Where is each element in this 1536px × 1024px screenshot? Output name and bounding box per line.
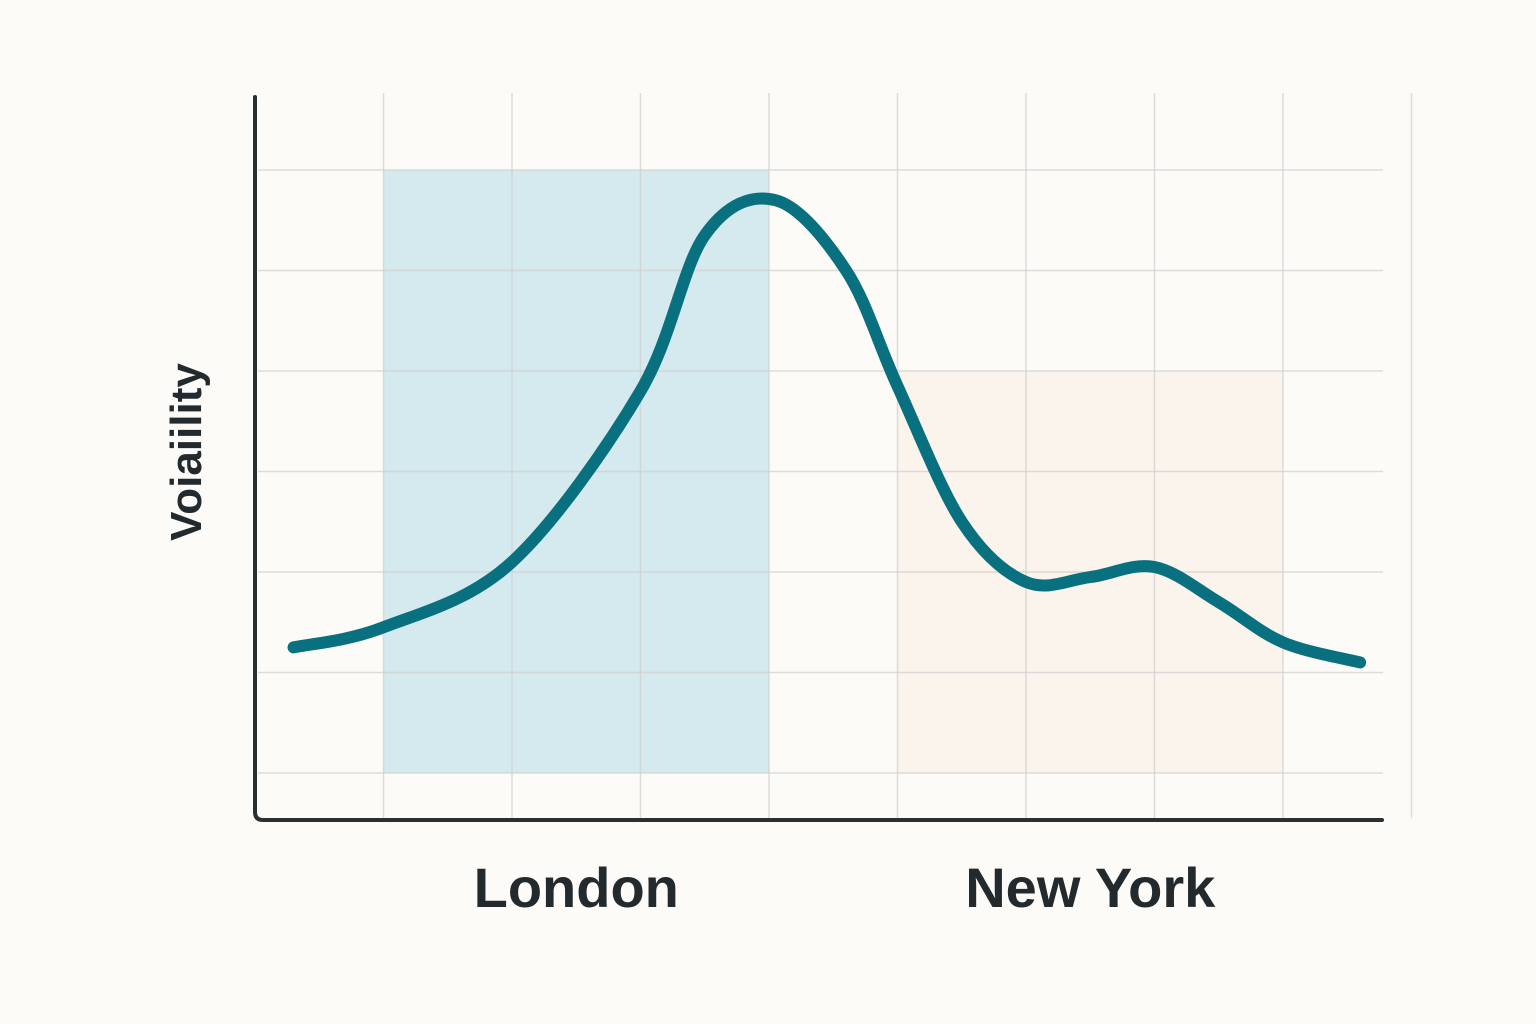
grid — [258, 93, 1413, 818]
axes-frame — [253, 95, 1384, 822]
y-axis-label: Voiaiility — [162, 363, 211, 541]
x-tick-labels: London New York — [474, 856, 1216, 919]
x-tick-label: New York — [965, 856, 1216, 919]
series-lines — [287, 192, 1367, 669]
axes — [253, 95, 1384, 822]
x-tick-label: London — [474, 856, 679, 919]
volatility-line — [287, 192, 1367, 669]
